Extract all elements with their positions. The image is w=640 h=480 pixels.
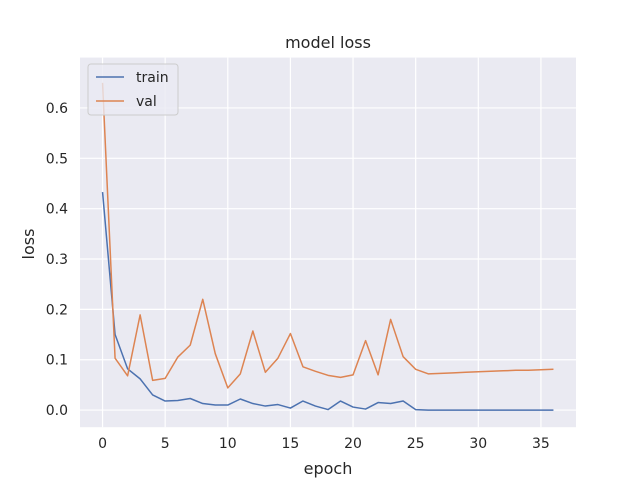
y-gridlines: [80, 107, 576, 411]
y-tick-label: 0.6: [46, 101, 68, 117]
y-tick-label: 0.4: [46, 202, 68, 218]
y-tick-label: 0.1: [46, 353, 68, 369]
x-tick-label: 5: [161, 436, 170, 452]
x-axis-title: epoch: [304, 459, 353, 478]
x-tick-label: 0: [98, 436, 107, 452]
y-tick-labels: 0.0 0.1 0.2 0.3 0.4 0.5 0.6: [46, 101, 68, 419]
x-tick-label: 35: [532, 436, 550, 452]
legend-label-train: train: [136, 70, 169, 86]
plot-area: [80, 57, 576, 428]
x-tick-labels: 0 5 10 15 20 25 30 35: [98, 436, 550, 452]
x-tick-label: 10: [219, 436, 237, 452]
x-tick-label: 15: [282, 436, 300, 452]
y-tick-label: 0.2: [46, 302, 68, 318]
x-gridlines: [101, 57, 542, 428]
y-tick-label: 0.5: [46, 151, 68, 167]
legend: train val: [87, 63, 179, 116]
x-tick-label: 20: [344, 436, 362, 452]
chart-title: model loss: [285, 33, 371, 52]
x-tick-label: 25: [407, 436, 425, 452]
series-lines: [101, 82, 554, 411]
x-tick-label: 30: [469, 436, 487, 452]
y-tick-label: 0.0: [46, 403, 68, 419]
legend-label-val: val: [136, 94, 157, 110]
y-tick-label: 0.3: [46, 252, 68, 268]
series-line-train: [101, 191, 554, 411]
series-line-val: [101, 82, 554, 389]
y-axis-title: loss: [19, 229, 38, 260]
